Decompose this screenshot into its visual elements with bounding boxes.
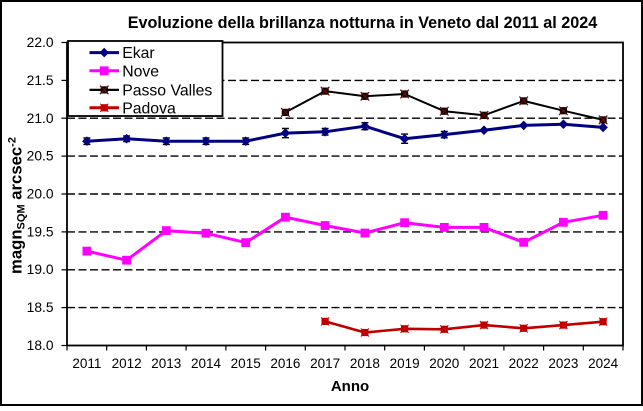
svg-text:20.0: 20.0 xyxy=(27,187,54,202)
svg-text:2018: 2018 xyxy=(350,356,380,371)
svg-text:20.5: 20.5 xyxy=(27,149,54,164)
svg-text:Passo Valles: Passo Valles xyxy=(122,83,212,100)
svg-text:2012: 2012 xyxy=(112,356,142,371)
svg-text:Ekar: Ekar xyxy=(122,45,154,62)
svg-text:21.0: 21.0 xyxy=(27,111,54,126)
svg-text:2014: 2014 xyxy=(191,356,222,371)
svg-text:2016: 2016 xyxy=(270,356,300,371)
svg-text:2024: 2024 xyxy=(588,356,619,371)
svg-text:2015: 2015 xyxy=(231,356,261,371)
svg-text:2022: 2022 xyxy=(509,356,539,371)
svg-text:19.0: 19.0 xyxy=(27,262,54,277)
svg-text:2017: 2017 xyxy=(310,356,340,371)
svg-text:2020: 2020 xyxy=(429,356,459,371)
svg-text:2023: 2023 xyxy=(548,356,578,371)
svg-text:magnSQM arcsec-2: magnSQM arcsec-2 xyxy=(6,137,27,274)
svg-text:Evoluzione della brillanza not: Evoluzione della brillanza notturna in V… xyxy=(128,14,598,32)
svg-text:21.5: 21.5 xyxy=(27,73,54,88)
svg-text:18.0: 18.0 xyxy=(27,338,54,353)
svg-text:2021: 2021 xyxy=(469,356,499,371)
svg-text:Anno: Anno xyxy=(331,378,369,395)
svg-text:2011: 2011 xyxy=(72,356,101,371)
svg-text:Padova: Padova xyxy=(122,100,176,117)
svg-text:18.5: 18.5 xyxy=(27,300,54,315)
svg-text:Nove: Nove xyxy=(122,63,159,80)
svg-text:2013: 2013 xyxy=(151,356,181,371)
svg-text:19.5: 19.5 xyxy=(27,224,54,239)
svg-text:2019: 2019 xyxy=(390,356,420,371)
svg-text:22.0: 22.0 xyxy=(27,35,54,50)
